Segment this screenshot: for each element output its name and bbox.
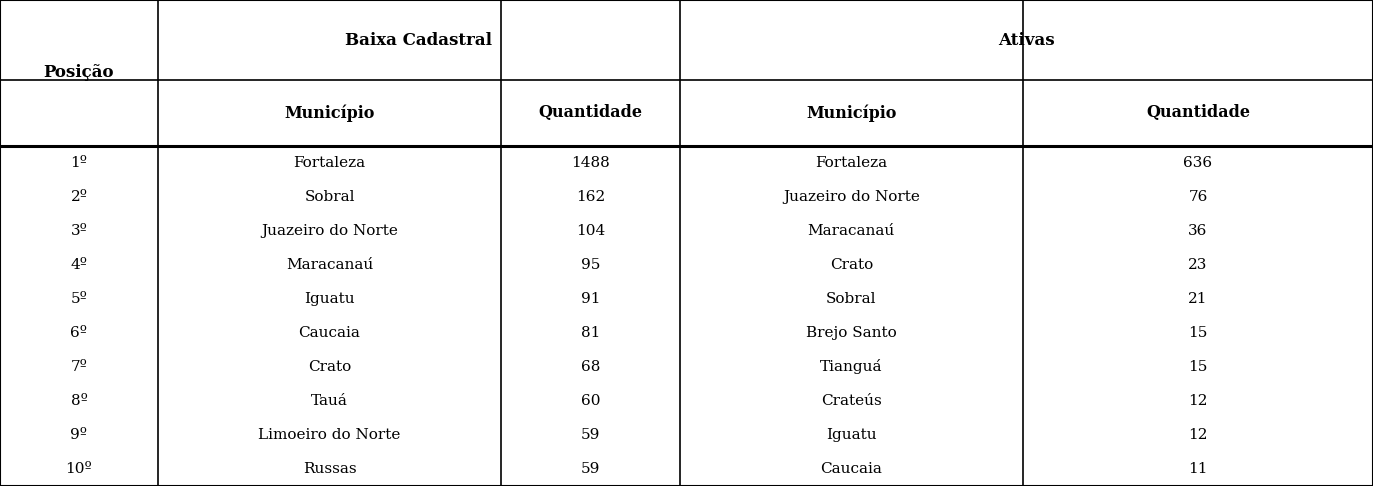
Text: 15: 15 bbox=[1188, 360, 1208, 374]
Text: Caucaia: Caucaia bbox=[820, 462, 883, 476]
Text: 5º: 5º bbox=[70, 292, 88, 306]
Text: 636: 636 bbox=[1184, 156, 1212, 170]
Text: 4º: 4º bbox=[70, 258, 88, 272]
Text: Município: Município bbox=[284, 104, 375, 122]
Text: Baixa Cadastral: Baixa Cadastral bbox=[345, 32, 493, 49]
Text: 81: 81 bbox=[581, 326, 600, 340]
Text: 8º: 8º bbox=[70, 394, 88, 408]
Text: 59: 59 bbox=[581, 428, 600, 442]
Text: 60: 60 bbox=[581, 394, 600, 408]
Text: Iguatu: Iguatu bbox=[305, 292, 354, 306]
Text: Juazeiro do Norte: Juazeiro do Norte bbox=[261, 224, 398, 238]
Text: Posição: Posição bbox=[44, 65, 114, 81]
Text: 15: 15 bbox=[1188, 326, 1208, 340]
Text: Sobral: Sobral bbox=[305, 190, 354, 204]
Text: Caucaia: Caucaia bbox=[298, 326, 361, 340]
Text: Limoeiro do Norte: Limoeiro do Norte bbox=[258, 428, 401, 442]
Text: 59: 59 bbox=[581, 462, 600, 476]
Text: 1º: 1º bbox=[70, 156, 88, 170]
Text: 1488: 1488 bbox=[571, 156, 610, 170]
Text: 91: 91 bbox=[581, 292, 600, 306]
Text: Quantidade: Quantidade bbox=[1146, 104, 1249, 122]
Text: Ativas: Ativas bbox=[998, 32, 1054, 49]
Text: Crateús: Crateús bbox=[821, 394, 881, 408]
Text: Quantidade: Quantidade bbox=[538, 104, 643, 122]
Text: Crato: Crato bbox=[829, 258, 873, 272]
Text: 11: 11 bbox=[1188, 462, 1208, 476]
Text: Tianguá: Tianguá bbox=[820, 360, 883, 374]
Text: 95: 95 bbox=[581, 258, 600, 272]
Text: Brejo Santo: Brejo Santo bbox=[806, 326, 897, 340]
Text: 6º: 6º bbox=[70, 326, 88, 340]
Text: 7º: 7º bbox=[70, 360, 88, 374]
Text: Fortaleza: Fortaleza bbox=[816, 156, 887, 170]
Text: Maracanaú: Maracanaú bbox=[807, 224, 895, 238]
Text: 21: 21 bbox=[1188, 292, 1208, 306]
Text: 2º: 2º bbox=[70, 190, 88, 204]
Text: 10º: 10º bbox=[66, 462, 92, 476]
Text: Iguatu: Iguatu bbox=[827, 428, 876, 442]
Text: 12: 12 bbox=[1188, 428, 1208, 442]
Text: Juazeiro do Norte: Juazeiro do Norte bbox=[783, 190, 920, 204]
Text: 104: 104 bbox=[575, 224, 605, 238]
Text: Sobral: Sobral bbox=[827, 292, 876, 306]
Text: 68: 68 bbox=[581, 360, 600, 374]
Text: 3º: 3º bbox=[70, 224, 88, 238]
Text: 12: 12 bbox=[1188, 394, 1208, 408]
Text: Tauá: Tauá bbox=[312, 394, 347, 408]
Text: Fortaleza: Fortaleza bbox=[294, 156, 365, 170]
Text: 162: 162 bbox=[575, 190, 605, 204]
Text: 36: 36 bbox=[1188, 224, 1208, 238]
Text: Crato: Crato bbox=[308, 360, 351, 374]
Text: 23: 23 bbox=[1188, 258, 1208, 272]
Text: Russas: Russas bbox=[302, 462, 357, 476]
Text: Município: Município bbox=[806, 104, 897, 122]
Text: Maracanaú: Maracanaú bbox=[286, 258, 373, 272]
Text: 76: 76 bbox=[1188, 190, 1208, 204]
Text: 9º: 9º bbox=[70, 428, 88, 442]
